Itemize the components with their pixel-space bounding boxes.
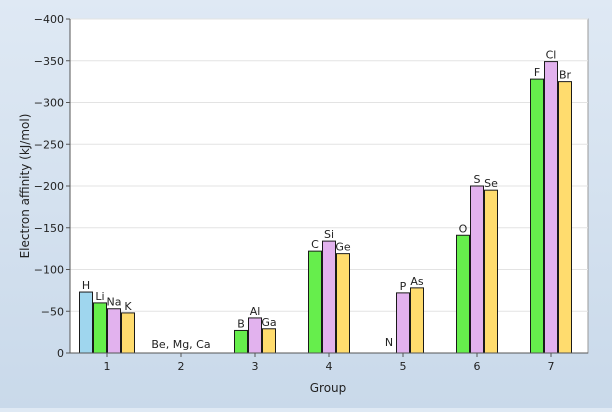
x-tick-label: 5 <box>400 360 407 373</box>
x-axis-title: Group <box>310 381 347 395</box>
bar-label-as: As <box>410 275 424 288</box>
y-tick-label: −200 <box>34 180 64 193</box>
x-tick-label: 2 <box>178 360 185 373</box>
bar-se <box>484 189 498 354</box>
x-axis: 1 2 3 4 5 6 7 <box>70 352 588 373</box>
bar-cl <box>544 61 558 354</box>
y-axis: 0 −50 −100 −150 −200 −250 −300 −350 −400 <box>34 13 71 360</box>
bar-br <box>558 81 572 354</box>
bar-k <box>121 312 135 354</box>
group-note-label: Be, Mg, Ca <box>151 338 210 351</box>
bar-label-ge: Ge <box>335 241 351 254</box>
x-tick-label: 4 <box>326 360 333 373</box>
bar-label-al: Al <box>250 305 261 318</box>
bar-label-ga: Ga <box>261 316 276 329</box>
bar-label-f: F <box>534 66 540 79</box>
bar-as <box>410 287 424 354</box>
bar-label-si: Si <box>324 228 334 241</box>
bar-label-p: P <box>400 280 407 293</box>
bar-label-na: Na <box>107 296 122 309</box>
bar-label-o: O <box>459 222 468 235</box>
bar-label-n: N <box>385 336 393 349</box>
x-tick-label: 1 <box>104 360 111 373</box>
y-tick-label: −350 <box>34 55 64 68</box>
x-tick-label: 3 <box>252 360 259 373</box>
bar-label-c: C <box>311 238 319 251</box>
y-axis-title: Electron affinity (kJ/mol) <box>18 114 32 259</box>
bar-li <box>93 302 107 354</box>
bar-ge <box>336 253 350 354</box>
bar-si <box>322 240 336 354</box>
bar-s <box>470 185 484 354</box>
y-tick-label: −50 <box>41 305 64 318</box>
y-tick-label: −150 <box>34 222 64 235</box>
y-tick-label: −400 <box>34 13 64 26</box>
y-tick-label: 0 <box>57 347 64 360</box>
y-tick-label: −300 <box>34 97 64 110</box>
bar-h <box>79 291 93 354</box>
bar-b <box>234 329 248 354</box>
bar-f <box>530 78 544 354</box>
bar-label-li: Li <box>95 290 104 303</box>
x-tick-label: 7 <box>548 360 555 373</box>
bar-al <box>248 317 262 354</box>
bar-label-b: B <box>237 317 245 330</box>
x-tick-label: 6 <box>474 360 481 373</box>
bar-c <box>308 250 322 354</box>
bar-label-br: Br <box>559 69 572 82</box>
bar-label-se: Se <box>484 177 498 190</box>
bar-ga <box>262 328 276 354</box>
bar-label-cl: Cl <box>546 49 557 62</box>
bar-p <box>396 292 410 354</box>
bar-label-s: S <box>474 173 481 186</box>
gridlines <box>70 18 588 312</box>
bar-label-h: H <box>82 279 90 292</box>
bar-o <box>456 234 470 354</box>
y-tick-label: −100 <box>34 264 64 277</box>
bar-label-k: K <box>124 300 132 313</box>
bar-na <box>107 308 121 354</box>
y-tick-label: −250 <box>34 138 64 151</box>
